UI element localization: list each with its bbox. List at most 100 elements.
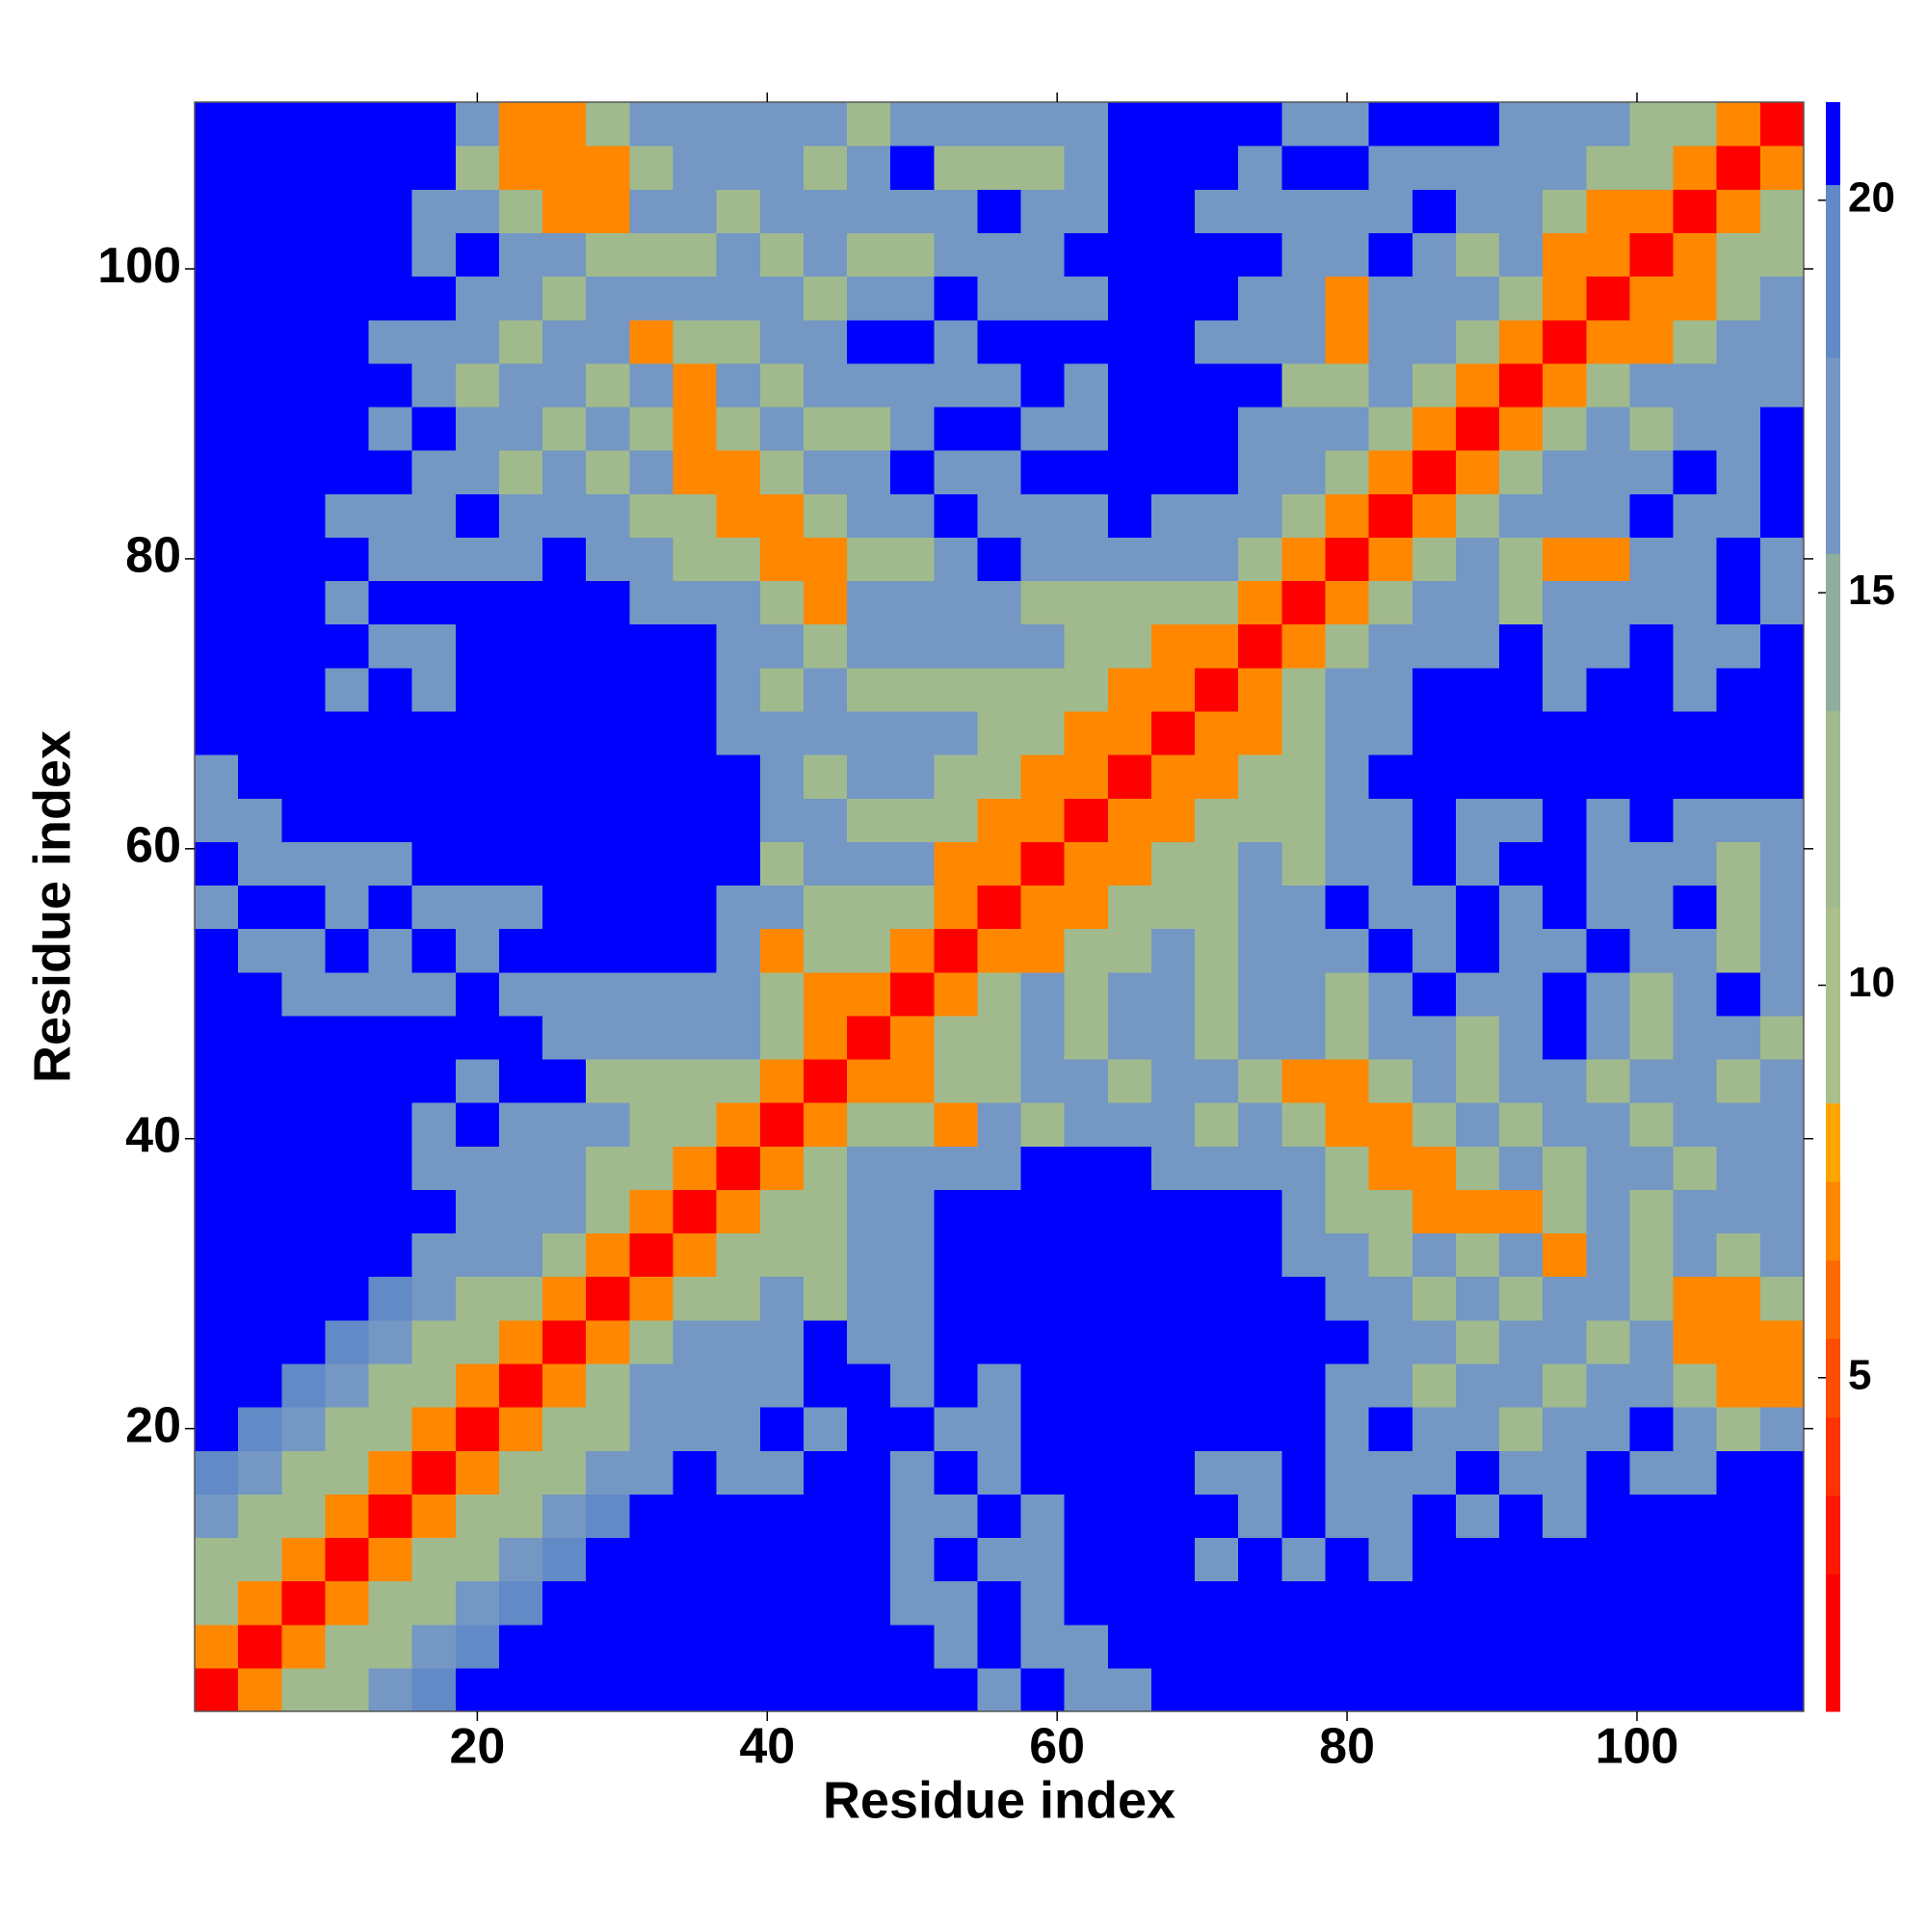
heatmap-cell — [1150, 1015, 1196, 1060]
heatmap-cell — [1759, 146, 1805, 190]
heatmap-cell — [1238, 885, 1282, 930]
heatmap-cell — [1325, 537, 1370, 582]
heatmap-cell — [455, 710, 500, 755]
heatmap-cell — [455, 276, 500, 321]
heatmap-cell — [1629, 406, 1675, 451]
heatmap-cell — [803, 102, 848, 146]
heatmap-cell — [281, 710, 327, 755]
heatmap-cell — [1455, 1407, 1500, 1451]
heatmap-cell — [368, 1146, 413, 1190]
heatmap-cell — [1238, 276, 1282, 321]
heatmap-cell — [803, 710, 848, 755]
heatmap-cell — [716, 667, 761, 712]
heatmap-cell — [803, 1407, 848, 1451]
heatmap-cell — [325, 928, 370, 973]
heatmap-cell — [1238, 667, 1282, 712]
heatmap-cell — [1150, 1146, 1196, 1190]
heatmap-cell — [586, 1102, 630, 1147]
heatmap-cell — [411, 1015, 457, 1060]
heatmap-cell — [586, 1494, 630, 1539]
heatmap-cell — [542, 276, 587, 321]
heatmap-cell — [934, 1537, 979, 1582]
heatmap-cell — [977, 102, 1022, 146]
heatmap-cell — [195, 667, 239, 712]
heatmap-cell — [455, 1580, 500, 1626]
heatmap-cell — [890, 1146, 935, 1190]
heatmap-cell — [1543, 1015, 1587, 1060]
heatmap-cell — [673, 1580, 718, 1626]
heatmap-cell — [1064, 102, 1109, 146]
heatmap-cell — [586, 798, 630, 842]
heatmap-cell — [368, 1580, 413, 1626]
heatmap-cell — [411, 754, 457, 799]
heatmap-cell — [629, 1319, 674, 1364]
heatmap-cell — [281, 623, 327, 669]
heatmap-cell — [1150, 1450, 1196, 1495]
heatmap-cell — [238, 580, 282, 625]
heatmap-cell — [542, 1058, 587, 1103]
heatmap-cell — [542, 798, 587, 842]
heatmap-cell — [1281, 189, 1327, 234]
heatmap-cell — [1238, 1058, 1282, 1103]
heatmap-cell — [411, 1232, 457, 1278]
heatmap-cell — [1629, 362, 1675, 408]
heatmap-cell — [1499, 232, 1544, 278]
heatmap-cell — [673, 189, 718, 234]
heatmap-cell — [629, 146, 674, 190]
heatmap-cell — [1543, 1319, 1587, 1364]
heatmap-cell — [1543, 189, 1587, 234]
heatmap-cell — [1629, 710, 1675, 755]
heatmap-cell — [1499, 971, 1544, 1017]
heatmap-cell — [1759, 450, 1805, 494]
heatmap-cell — [1368, 276, 1413, 321]
heatmap-cell — [803, 798, 848, 842]
heatmap-cell — [325, 1537, 370, 1582]
heatmap-cell — [629, 1276, 674, 1321]
heatmap-cell — [1281, 928, 1327, 973]
heatmap-cell — [847, 928, 891, 973]
heatmap-cell — [977, 1494, 1022, 1539]
heatmap-cell — [673, 319, 718, 364]
heatmap-cell — [411, 1537, 457, 1582]
heatmap-cell — [1281, 493, 1327, 538]
heatmap-cell — [1281, 537, 1327, 582]
heatmap-cell — [1759, 493, 1805, 538]
heatmap-cell — [498, 1537, 543, 1582]
heatmap-cell — [847, 102, 891, 146]
heatmap-cell — [1150, 971, 1196, 1017]
heatmap-cell — [586, 1276, 630, 1321]
heatmap-cell — [411, 623, 457, 669]
heatmap-cell — [1020, 1537, 1066, 1582]
heatmap-cell — [1325, 1058, 1370, 1103]
heatmap-cell — [1455, 710, 1500, 755]
heatmap-cell — [1586, 1667, 1631, 1712]
heatmap-cell — [1281, 580, 1327, 625]
x-tick-label: 20 — [449, 1719, 505, 1775]
heatmap-cell — [1455, 537, 1500, 582]
heatmap-cell — [1195, 971, 1239, 1017]
heatmap-cell — [1673, 1189, 1718, 1234]
heatmap-cell — [629, 1580, 674, 1626]
heatmap-cell — [1368, 580, 1413, 625]
heatmap-cell — [368, 1189, 413, 1234]
heatmap-cell — [1543, 623, 1587, 669]
heatmap-cell — [1543, 406, 1587, 451]
heatmap-cell — [1150, 1624, 1196, 1669]
x-axis-label: Residue index — [823, 1771, 1175, 1829]
heatmap-cell — [1716, 1407, 1761, 1451]
heatmap-cell — [1455, 189, 1500, 234]
heatmap-cell — [238, 1232, 282, 1278]
heatmap-cell — [759, 623, 805, 669]
heatmap-cell — [542, 1537, 587, 1582]
heatmap-cell — [1412, 1624, 1457, 1669]
heatmap-cell — [1543, 493, 1587, 538]
heatmap-cell — [325, 189, 370, 234]
heatmap-cell — [847, 1363, 891, 1408]
heatmap-cell — [1499, 1232, 1544, 1278]
colorbar-band — [1826, 553, 1840, 711]
heatmap-cell — [673, 667, 718, 712]
heatmap-cell — [1673, 1494, 1718, 1539]
heatmap-cell — [281, 362, 327, 408]
heatmap-cell — [1064, 362, 1109, 408]
heatmap-cell — [1673, 1102, 1718, 1147]
